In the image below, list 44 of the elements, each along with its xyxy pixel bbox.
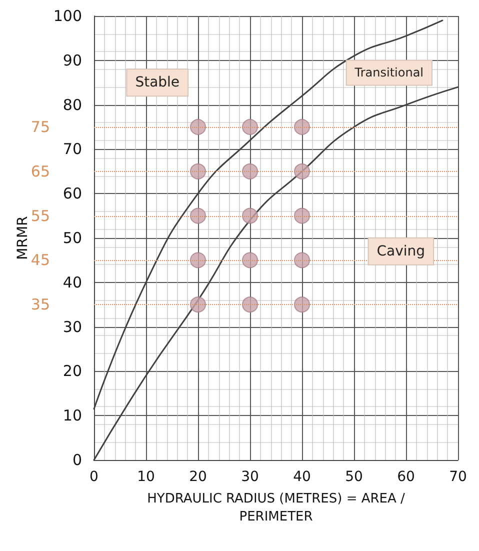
point <box>242 208 258 224</box>
y-axis-title: MRMR <box>15 216 31 260</box>
x-tick-label: 60 <box>397 469 415 485</box>
point <box>294 252 310 268</box>
x-tick-label: 20 <box>189 469 207 485</box>
y-tick-label: 0 <box>72 451 82 469</box>
x-tick-label: 0 <box>90 469 98 485</box>
point <box>294 119 310 135</box>
ref-line-label: 75 <box>30 118 50 136</box>
y-tick-label: 100 <box>53 7 82 25</box>
x-tick-label: 30 <box>241 469 259 485</box>
point <box>242 119 258 135</box>
point <box>190 252 206 268</box>
y-tick-label: 30 <box>62 318 82 336</box>
point <box>190 208 206 224</box>
y-tick-label: 10 <box>62 406 82 425</box>
y-tick-label: 40 <box>62 273 82 292</box>
ref-line-label: 65 <box>30 162 50 180</box>
point <box>190 163 206 180</box>
point <box>294 296 310 313</box>
point <box>242 252 258 268</box>
point <box>242 296 258 313</box>
point <box>294 208 310 224</box>
x-tick-label: 10 <box>137 469 155 485</box>
ref-line-label: 45 <box>30 251 50 270</box>
y-tick-label: 20 <box>62 362 82 380</box>
x-axis-title: HYDRAULIC RADIUS (METRES) = AREA / PERIMETER <box>147 492 406 524</box>
x-tick-label: 40 <box>293 469 311 485</box>
ref-line-label: 55 <box>30 206 50 225</box>
point <box>190 296 206 313</box>
y-tick-label: 70 <box>62 140 82 158</box>
point <box>294 163 310 180</box>
point <box>242 163 258 180</box>
ref-line-label: 35 <box>30 296 50 314</box>
annotation: Caving <box>376 243 426 260</box>
y-tick-label: 90 <box>62 51 82 70</box>
annotation: Transitional <box>354 66 424 80</box>
y-tick-label: 80 <box>62 96 82 114</box>
x-tick-label: 50 <box>345 469 363 485</box>
y-tick-label: 60 <box>62 184 82 203</box>
annotation: Stable <box>135 74 180 91</box>
x-tick-label: 70 <box>449 469 467 485</box>
point <box>190 119 206 135</box>
y-tick-label: 50 <box>62 229 82 247</box>
